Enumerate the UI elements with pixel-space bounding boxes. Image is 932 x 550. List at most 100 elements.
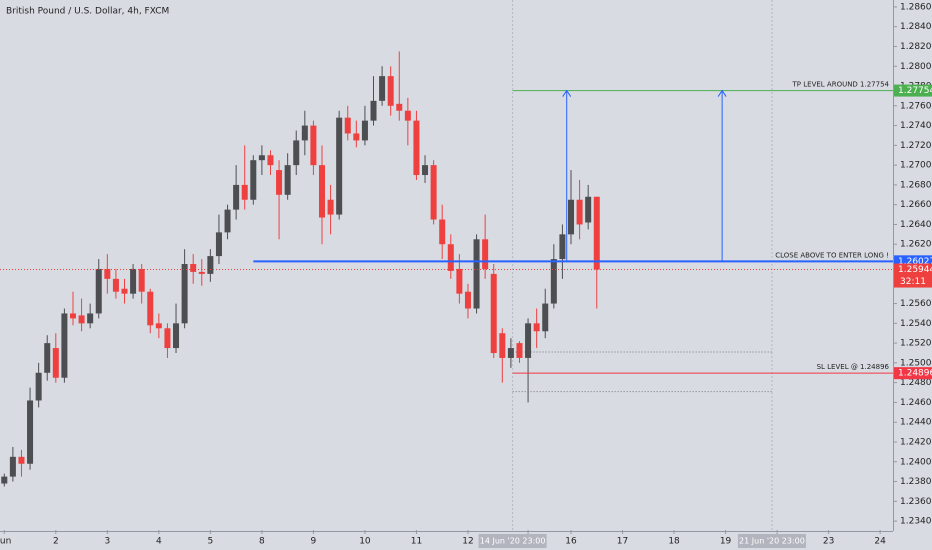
candle-body	[293, 140, 300, 166]
x-tick-label: 19	[720, 537, 732, 547]
candle-body	[482, 239, 489, 269]
marker-label: 14 Jun '20 23:00	[480, 537, 546, 546]
level-label: CLOSE ABOVE TO ENTER LONG !	[775, 251, 889, 259]
x-tick-label: 23	[823, 537, 834, 547]
last-price-box	[894, 263, 932, 288]
y-tick-label: 1.26600	[900, 200, 932, 210]
arrow-head	[562, 89, 572, 97]
price-box	[894, 367, 932, 380]
candle-body	[18, 456, 25, 464]
candle-body	[404, 110, 411, 121]
countdown-label: 32:11	[900, 277, 926, 287]
x-tick-label: 16	[565, 537, 577, 547]
candle-body	[112, 278, 119, 292]
marker-label: 21 Jun '20 23:00	[739, 537, 805, 546]
y-tick-label: 1.24600	[900, 398, 932, 408]
x-tick-label: 24	[874, 537, 886, 547]
y-tick-label: 1.27400	[900, 121, 932, 131]
x-tick-label: 17	[617, 537, 628, 547]
candle-body	[593, 196, 600, 270]
y-tick-label: 1.23600	[900, 497, 932, 507]
candle-body	[181, 264, 188, 324]
y-tick-label: 1.28400	[900, 22, 932, 32]
candle-body	[567, 199, 575, 235]
chart-title: British Pound / U.S. Dollar, 4h, FXCM	[6, 7, 169, 17]
candle-body	[173, 323, 180, 349]
candle-body	[464, 291, 471, 309]
candle-body	[318, 165, 326, 218]
x-tick-label: 4	[156, 537, 162, 547]
price-box	[894, 84, 932, 97]
y-tick-label: 1.25200	[900, 339, 932, 349]
x-tick-label: Jun	[0, 537, 11, 547]
x-tick-label: 2	[53, 537, 59, 547]
candle-body	[35, 372, 42, 401]
candle-body	[44, 343, 51, 373]
candle-body	[190, 264, 197, 272]
candle-body	[87, 313, 94, 324]
candle-body	[525, 323, 532, 358]
candle-body	[61, 313, 68, 378]
y-tick-label: 1.28200	[900, 42, 932, 52]
last-price-label: 1.25944	[898, 265, 932, 275]
candle-body	[52, 348, 59, 378]
candle-body	[559, 234, 566, 260]
x-tick-label: 9	[311, 537, 317, 547]
x-tick-label: 3	[104, 537, 110, 547]
y-tick-label: 1.25400	[900, 319, 932, 329]
candle-body	[507, 348, 514, 358]
y-tick-label: 1.24800	[900, 378, 932, 388]
y-tick-label: 1.24000	[900, 457, 932, 467]
candle-body	[370, 100, 377, 121]
y-tick-label: 1.23400	[900, 517, 932, 527]
x-tick-label: 8	[259, 537, 265, 547]
y-tick-label: 1.25000	[900, 358, 932, 368]
x-tick-label: 5	[208, 537, 214, 547]
y-tick-label: 1.26800	[900, 180, 932, 190]
candle-body	[241, 184, 248, 200]
x-tick-label: 10	[359, 537, 371, 547]
candle-body	[69, 313, 76, 319]
level-label: TP LEVEL AROUND 1.27754	[792, 81, 890, 89]
candle-body	[396, 103, 403, 111]
candle-body	[104, 268, 111, 279]
candle-body	[422, 165, 429, 176]
candle-body	[78, 315, 85, 324]
level-label: SL LEVEL @ 1.24896	[817, 363, 890, 371]
candle-body	[336, 117, 343, 215]
candle-body	[284, 165, 291, 195]
candle-body	[233, 184, 240, 210]
candle-body	[327, 199, 334, 215]
candle-body	[361, 120, 368, 141]
y-tick-label: 1.24200	[900, 437, 932, 447]
candle-body	[447, 244, 454, 271]
candle-body	[310, 125, 317, 166]
price-box-label: 1.24896	[898, 369, 932, 379]
candle-body	[207, 256, 214, 274]
candle-body	[353, 133, 360, 141]
candle-body	[533, 323, 540, 332]
candle-body	[413, 120, 420, 176]
y-tick-label: 1.26400	[900, 220, 932, 230]
y-tick-label: 1.27600	[900, 101, 932, 111]
x-tick-label: 11	[411, 537, 422, 547]
candle-body	[473, 239, 480, 309]
x-tick-label: 18	[668, 537, 680, 547]
candle-body	[430, 165, 437, 220]
candle-body	[121, 288, 128, 294]
candle-body	[155, 323, 162, 329]
y-tick-label: 1.25600	[900, 299, 932, 309]
candle-body	[585, 196, 592, 223]
candle-body	[379, 76, 386, 101]
price-box-label: 1.27754	[898, 86, 932, 96]
candle-body	[550, 259, 557, 304]
candle-body	[198, 271, 205, 274]
candle-body	[267, 155, 274, 166]
candle-body	[499, 333, 506, 358]
y-tick-label: 1.24400	[900, 418, 932, 428]
candle-body	[215, 232, 222, 257]
y-tick-label: 1.27000	[900, 161, 932, 171]
candle-body	[387, 76, 394, 106]
y-tick-label: 1.28600	[900, 2, 932, 12]
